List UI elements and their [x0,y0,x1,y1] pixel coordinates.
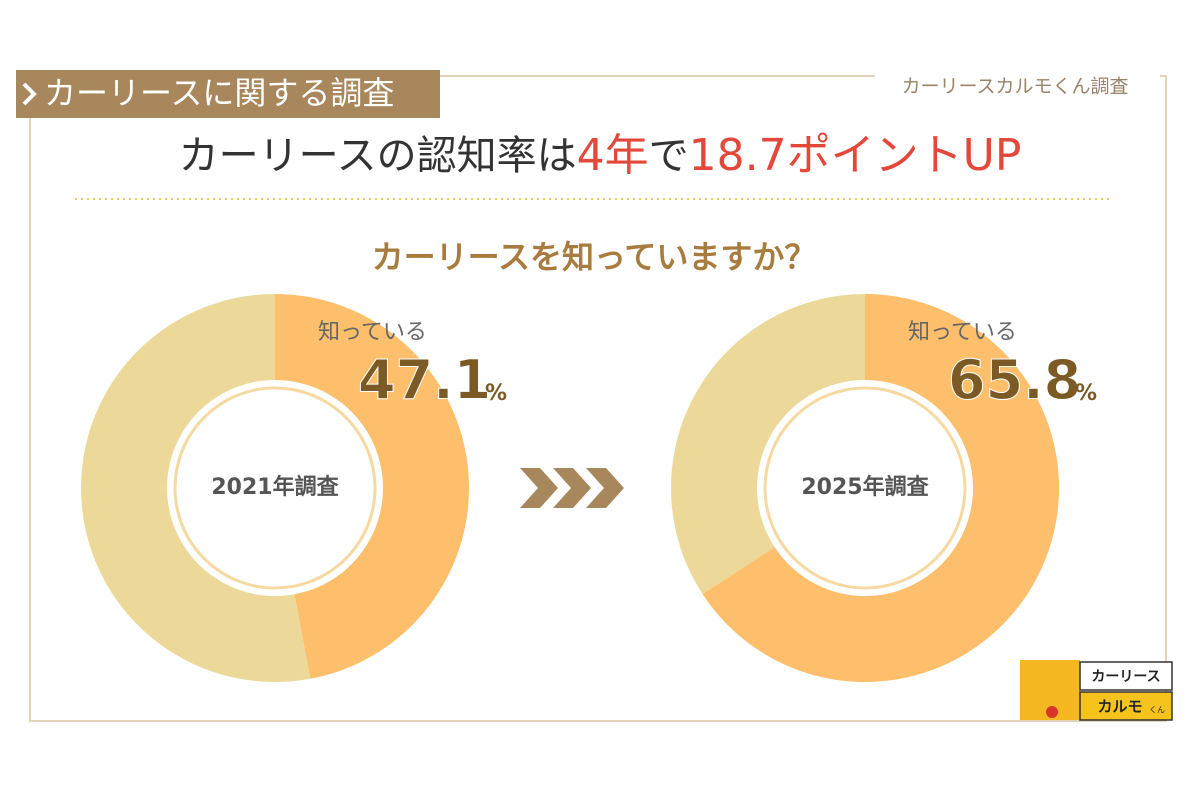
logo-text: カルモ [1097,698,1142,716]
header-tag: カーリースに関する調査 [44,74,394,112]
segment-label: 知っている [908,320,1017,345]
headline-emphasis: 18.7ポイントUP [689,130,1022,181]
value-label: 47.1 [358,349,491,412]
tag-chevron [22,82,37,106]
logo: カーリース カルモ くん [1020,660,1173,721]
headline-part: カーリースの認知率は [179,133,577,179]
donut-segment [702,294,1059,682]
inner-ring [763,386,967,590]
headline-part: で [649,133,689,179]
value-unit: % [1075,381,1097,406]
donut-segment [275,294,470,679]
frame [29,75,1167,722]
value-unit: % [485,381,507,406]
donut-center-label: 2025年調査 [801,474,929,500]
headline-emphasis: 4年 [577,130,649,181]
donut-segment [670,294,865,595]
segment-label: 知っている [318,320,427,345]
logo-text: カーリース [1091,669,1160,685]
headline: カーリースの認知率は4年で18.7ポイントUP [179,130,1022,181]
header-tag-bg [16,70,440,118]
inner-ring [173,386,377,590]
logo-text: くん [1149,706,1165,715]
donut-center-label: 2021年調査 [211,474,339,500]
value-label: 65.8 [948,349,1081,412]
source-bg [875,74,1160,100]
question: カーリースを知っていますか？ [372,238,817,276]
arrows [520,468,624,508]
donut-segment [81,294,311,682]
source: カーリースカルモくん調査 [901,76,1128,98]
